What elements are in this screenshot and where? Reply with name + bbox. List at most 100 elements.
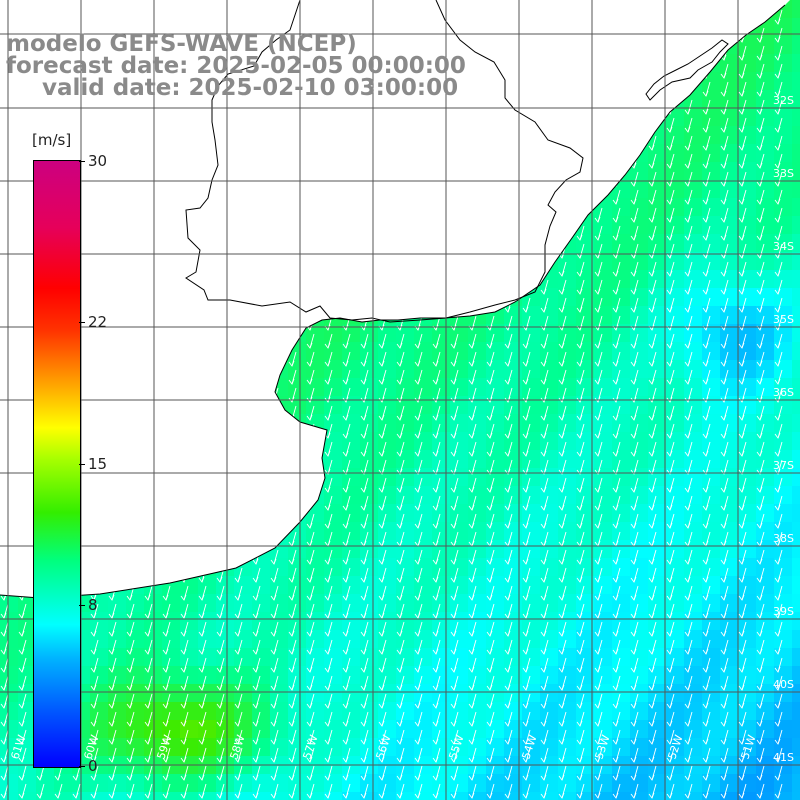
wind-cell	[288, 630, 307, 649]
wind-cell	[270, 648, 289, 667]
wind-cell	[396, 396, 415, 415]
wind-arrowhead	[468, 612, 475, 619]
wind-arrowhead	[612, 594, 619, 601]
wind-cell	[198, 774, 217, 793]
wind-arrowhead	[594, 558, 601, 565]
wind-arrowhead	[720, 288, 727, 295]
wind-arrowhead	[522, 342, 529, 349]
wind-cell	[324, 342, 343, 361]
wind-arrowhead	[756, 54, 763, 61]
wind-cell	[558, 630, 577, 649]
wind-cell	[576, 792, 595, 800]
wind-cell	[684, 702, 703, 721]
wind-cell	[630, 522, 649, 541]
wind-arrowhead	[648, 576, 655, 583]
wind-cell	[306, 666, 325, 685]
wind-cell	[648, 144, 667, 163]
wind-arrowhead	[720, 198, 727, 205]
wind-cell	[504, 342, 523, 361]
wind-cell	[702, 774, 721, 793]
wind-cell	[486, 504, 505, 523]
wind-cell	[792, 738, 800, 757]
wind-cell	[702, 306, 721, 325]
wind-arrowhead	[702, 522, 709, 529]
wind-arrowhead	[612, 234, 619, 241]
wind-arrowhead	[648, 180, 655, 187]
wind-cell	[252, 702, 271, 721]
wind-cell	[558, 648, 577, 667]
wind-arrowhead	[756, 90, 763, 97]
wind-arrowhead	[684, 486, 691, 493]
wind-cell	[648, 648, 667, 667]
wind-cell	[558, 612, 577, 631]
wind-cell	[522, 342, 541, 361]
wind-cell	[630, 540, 649, 559]
wind-arrowhead	[234, 612, 241, 619]
wind-arrowhead	[684, 342, 691, 349]
wind-arrowhead	[576, 468, 583, 475]
wind-arrowhead	[612, 504, 619, 511]
wind-cell	[702, 414, 721, 433]
wind-cell	[180, 774, 199, 793]
wind-cell	[378, 486, 397, 505]
wind-cell	[720, 702, 739, 721]
wind-cell	[630, 360, 649, 379]
wind-arrowhead	[324, 342, 331, 349]
wind-arrowhead	[450, 342, 457, 349]
wind-cell	[324, 540, 343, 559]
wind-arrowhead	[594, 522, 601, 529]
wind-cell	[522, 504, 541, 523]
wind-arrowhead	[756, 270, 763, 277]
wind-cell	[378, 396, 397, 415]
wind-arrowhead	[612, 576, 619, 583]
wind-arrowhead	[486, 468, 493, 475]
wind-cell	[450, 468, 469, 487]
wind-cell	[198, 576, 217, 595]
wind-arrowhead	[684, 162, 691, 169]
wind-cell	[648, 234, 667, 253]
wind-cell	[792, 144, 800, 163]
wind-cell	[630, 774, 649, 793]
wind-cell	[612, 630, 631, 649]
wind-cell	[684, 612, 703, 631]
wind-cell	[756, 108, 775, 127]
wind-arrowhead	[738, 162, 745, 169]
wind-cell	[414, 720, 433, 739]
wind-arrowhead	[324, 486, 331, 493]
wind-arrowhead	[342, 576, 349, 583]
wind-cell	[648, 594, 667, 613]
wind-cell	[306, 774, 325, 793]
wind-cell	[558, 468, 577, 487]
wind-cell	[540, 702, 559, 721]
wind-arrowhead	[720, 522, 727, 529]
wind-cell	[756, 90, 775, 109]
wind-cell	[432, 648, 451, 667]
wind-cell	[738, 396, 757, 415]
wind-cell	[756, 288, 775, 307]
wind-cell	[126, 594, 145, 613]
wind-cell	[792, 90, 800, 109]
wind-cell	[738, 270, 757, 289]
wind-cell	[702, 540, 721, 559]
wind-cell	[666, 576, 685, 595]
wind-cell	[396, 378, 415, 397]
wind-arrowhead	[486, 522, 493, 529]
wind-cell	[522, 576, 541, 595]
wind-cell	[108, 720, 127, 739]
wind-arrowhead	[666, 360, 673, 367]
wind-arrowhead	[738, 576, 745, 583]
wind-cell	[198, 702, 217, 721]
wind-arrowhead	[504, 432, 511, 439]
wind-arrowhead	[90, 612, 97, 619]
wind-cell	[612, 270, 631, 289]
wind-arrowhead	[774, 162, 781, 169]
wind-arrowhead	[702, 594, 709, 601]
wind-arrowhead	[126, 594, 133, 601]
wind-cell	[144, 612, 163, 631]
wind-arrowhead	[522, 558, 529, 565]
wind-cell	[396, 360, 415, 379]
wind-arrowhead	[576, 288, 583, 295]
wind-cell	[648, 666, 667, 685]
wind-cell	[504, 774, 523, 793]
wind-cell	[450, 612, 469, 631]
